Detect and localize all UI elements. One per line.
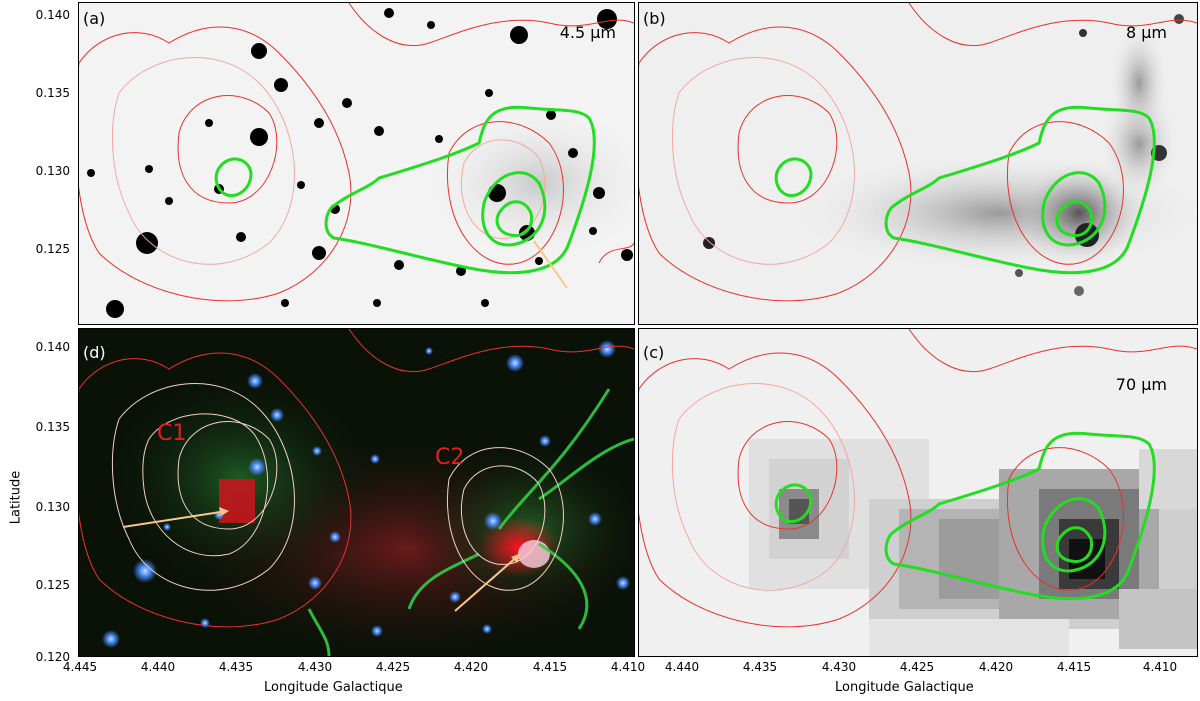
panel-b-image [639, 3, 1197, 302]
ytick-top-0: 0.140 [35, 8, 70, 22]
panel-c-70-micron: (c) 70 μm [638, 328, 1198, 657]
panel-b-wavelength: 8 μm [1125, 23, 1167, 42]
ytick-bottom-1: 0.135 [35, 420, 70, 434]
xtick-right-2: 4.430 [821, 660, 857, 674]
panel-d-rgb-composite: (d) C1 C2 [78, 328, 635, 657]
xtick-left-6: 4.415 [532, 660, 568, 674]
panel-a-4-5-micron: (a) 4.5 μm [78, 2, 635, 325]
c2-label: C2 [435, 445, 465, 470]
xtick-left-5: 4.420 [453, 660, 489, 674]
panel-b-label: (b) [643, 9, 666, 28]
ytick-top-2: 0.130 [35, 164, 70, 178]
panel-c-image [639, 329, 1197, 656]
panel-c-label: (c) [643, 343, 665, 362]
xtick-right-0: 4.440 [664, 660, 700, 674]
ytick-bottom-4: 0.120 [35, 650, 70, 664]
panel-c-wavelength: 70 μm [1115, 375, 1167, 394]
xtick-left-1: 4.440 [140, 660, 176, 674]
panel-d-label: (d) [83, 343, 106, 362]
ytick-top-3: 0.125 [35, 242, 70, 256]
xtick-right-1: 4.435 [742, 660, 778, 674]
xtick-right-3: 4.425 [899, 660, 935, 674]
xtick-right-4: 4.420 [978, 660, 1014, 674]
panel-a-label: (a) [83, 9, 106, 28]
x-axis-label-left: Longitude Galactique [264, 680, 403, 695]
xtick-right-5: 4.415 [1056, 660, 1092, 674]
panel-b-8-micron: (b) 8 μm [638, 2, 1198, 325]
xtick-left-3: 4.430 [297, 660, 333, 674]
pixel-blocks [639, 329, 1197, 656]
ytick-bottom-0: 0.140 [35, 340, 70, 354]
ytick-top-1: 0.135 [35, 86, 70, 100]
xtick-right-6: 4.410 [1142, 660, 1178, 674]
xtick-left-4: 4.425 [375, 660, 411, 674]
y-axis-label: Latitude [8, 470, 24, 525]
ytick-bottom-3: 0.125 [35, 578, 70, 592]
xtick-left-7: 4.410 [610, 660, 646, 674]
panel-d-image [79, 329, 634, 656]
c1-label: C1 [157, 421, 187, 446]
ytick-bottom-2: 0.130 [35, 500, 70, 514]
panel-a-wavelength: 4.5 μm [559, 23, 616, 42]
panel-a-image [79, 3, 634, 318]
xtick-left-2: 4.435 [218, 660, 254, 674]
x-axis-label-right: Longitude Galactique [835, 680, 974, 695]
xtick-left-0: 4.445 [62, 660, 98, 674]
